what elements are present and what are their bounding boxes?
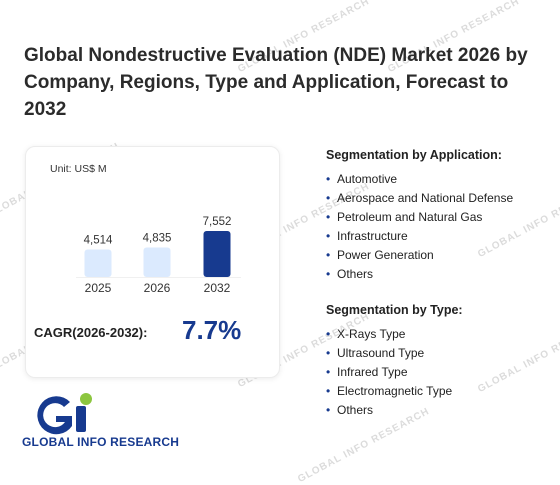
list-item: Infrared Type: [326, 363, 463, 382]
cagr-label: CAGR(2026-2032):: [34, 325, 148, 340]
list-item: Power Generation: [326, 246, 513, 265]
value-label-2026: 4,835: [143, 233, 172, 245]
list-item: Petroleum and Natural Gas: [326, 208, 513, 227]
list-item: Infrastructure: [326, 227, 513, 246]
list-item: X-Rays Type: [326, 325, 463, 344]
logo-text: GLOBAL INFO RESEARCH: [22, 435, 180, 449]
value-label-2032: 7,552: [203, 216, 232, 228]
value-label-2025: 4,514: [84, 235, 113, 247]
bar-2026: [143, 247, 171, 277]
unit-label: Unit: US$ M: [50, 163, 107, 175]
list-item: Automotive: [326, 170, 513, 189]
segmentation-type-title: Segmentation by Type:: [326, 303, 463, 317]
segmentation-application-title: Segmentation by Application:: [326, 148, 502, 162]
bar-2025: [84, 249, 112, 277]
list-item: Ultrasound Type: [326, 344, 463, 363]
list-item: Electromagnetic Type: [326, 382, 463, 401]
type-list: X-Rays Type Ultrasound Type Infrared Typ…: [326, 325, 463, 420]
gi-logo-icon: [37, 393, 92, 435]
bar-2032: [203, 231, 231, 277]
list-item: Others: [326, 401, 463, 420]
category-label-2026: 2026: [144, 281, 171, 295]
category-label-2032: 2032: [204, 281, 231, 295]
market-size-card: 4,514 2025 4,835 2026 7,552 2032 Unit: US$ M …: [25, 146, 280, 378]
category-label-2025: 2025: [85, 281, 112, 295]
page-title: Global Nondestructive Evaluation (NDE) M…: [24, 45, 528, 120]
segmentation-by-type: Segmentation by Type: X-Rays Type Ultras…: [326, 303, 463, 420]
list-item: Aerospace and National Defense: [326, 189, 513, 208]
segmentation-by-application: Segmentation by Application: Automotive …: [326, 148, 513, 284]
cagr-value: 7.7%: [182, 315, 242, 345]
company-logo: GLOBAL INFO RESEARCH: [22, 392, 192, 452]
application-list: Automotive Aerospace and National Defens…: [326, 170, 513, 284]
bar-chart: 4,514 2025 4,835 2026 7,552 2032: [76, 216, 241, 295]
list-item: Others: [326, 265, 513, 284]
watermark: GLOBAL INFO RESEARCH: [476, 315, 560, 396]
